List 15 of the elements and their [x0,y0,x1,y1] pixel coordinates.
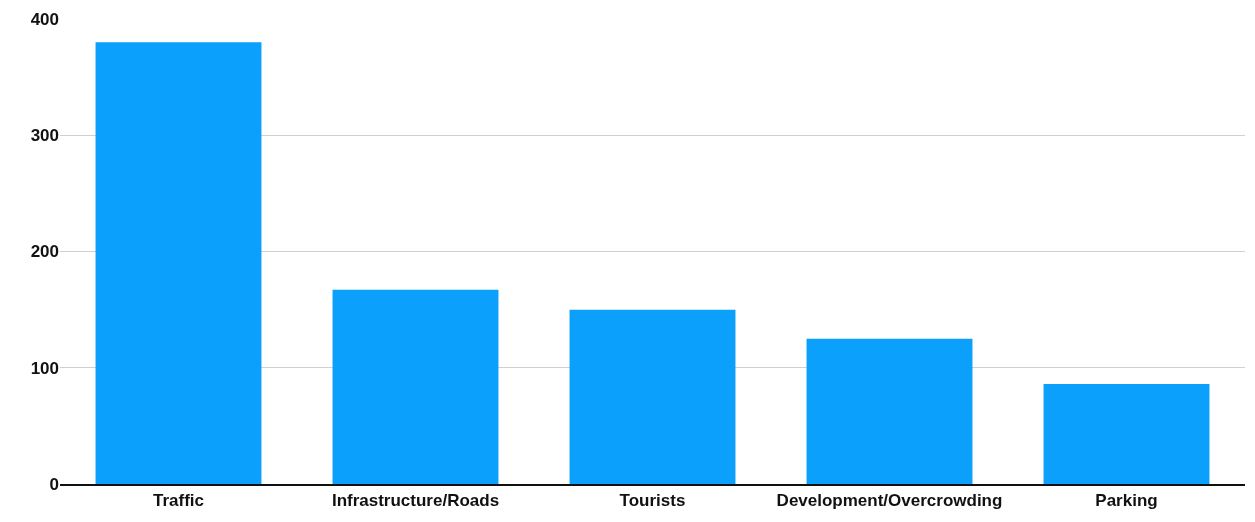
x-tick-label: Parking [1095,491,1158,511]
bar [1043,384,1210,484]
y-tick-label: 200 [30,242,59,262]
y-tick-label: 300 [30,126,59,146]
y-tick-label: 0 [49,474,59,494]
bar [332,289,499,484]
x-tick-label: Tourists [619,491,686,511]
bar [806,338,973,484]
x-tick-label: Development/Overcrowding [776,491,1003,511]
y-tick-label: 100 [30,358,59,378]
bar [569,309,736,484]
x-tick-label: Traffic [152,491,205,511]
bar [95,42,262,484]
x-tick-label: Infrastructure/Roads [331,491,500,511]
y-tick-label: 400 [30,9,59,29]
